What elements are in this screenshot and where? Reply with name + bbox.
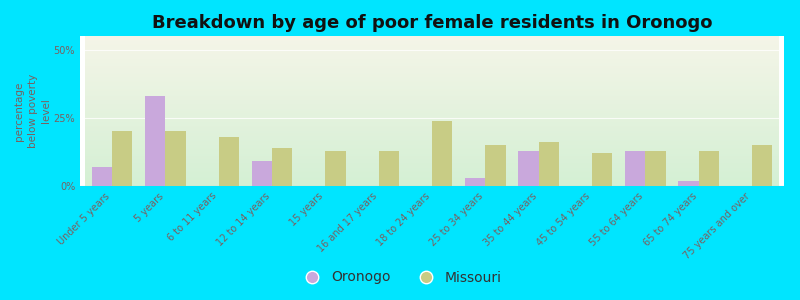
Bar: [678, 181, 698, 186]
Bar: [698, 151, 719, 186]
Bar: [592, 153, 612, 186]
Bar: [465, 178, 486, 186]
Y-axis label: percentage
below poverty
level: percentage below poverty level: [14, 74, 50, 148]
Bar: [112, 131, 132, 186]
Bar: [252, 161, 272, 186]
Bar: [166, 131, 186, 186]
Bar: [518, 151, 538, 186]
Bar: [92, 167, 112, 186]
Bar: [646, 151, 666, 186]
Legend: Oronogo, Missouri: Oronogo, Missouri: [293, 265, 507, 290]
Bar: [752, 145, 772, 186]
Bar: [218, 137, 239, 186]
Bar: [538, 142, 559, 186]
Bar: [326, 151, 346, 186]
Bar: [145, 96, 166, 186]
Bar: [432, 121, 452, 186]
Title: Breakdown by age of poor female residents in Oronogo: Breakdown by age of poor female resident…: [152, 14, 712, 32]
Bar: [378, 151, 399, 186]
Bar: [272, 148, 292, 186]
Bar: [625, 151, 646, 186]
Bar: [486, 145, 506, 186]
